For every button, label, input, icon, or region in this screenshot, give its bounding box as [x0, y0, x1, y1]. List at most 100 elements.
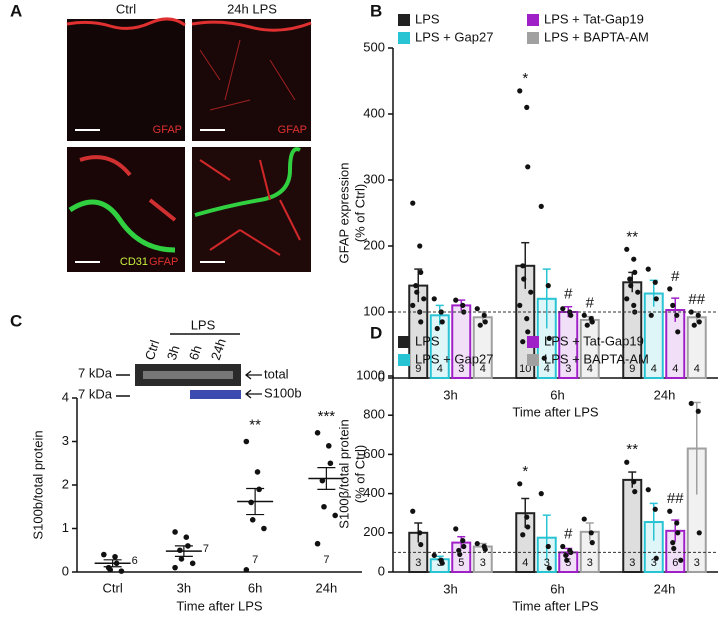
data-point [417, 243, 423, 249]
data-point [632, 489, 638, 495]
n-label: 4 [672, 363, 678, 375]
column-label: 24h LPS [227, 1, 277, 16]
n-label: 3 [587, 557, 593, 569]
legend-label: LPS + BAPTA-AM [544, 351, 649, 366]
data-point [521, 276, 527, 282]
data-point [695, 312, 701, 318]
data-point [517, 481, 523, 487]
data-point [460, 302, 466, 308]
data-point [563, 552, 569, 558]
legend-label: LPS + Tat-Gap19 [544, 11, 644, 26]
x-tick-label: 3h [443, 387, 457, 402]
data-point [581, 516, 587, 522]
y-tick-label: 600 [363, 446, 385, 461]
significance-mark: ## [667, 490, 684, 507]
data-point [183, 534, 190, 540]
data-point [517, 302, 523, 308]
column-label: Ctrl [116, 1, 136, 16]
data-point [439, 560, 445, 566]
data-point [624, 246, 630, 252]
data-point [482, 319, 488, 325]
x-axis-label: Time after LPS [512, 404, 599, 419]
data-point [520, 263, 526, 269]
y-axis-label: (% of Ctrl) [352, 184, 367, 243]
significance-mark: *** [318, 408, 336, 425]
data-point [118, 568, 125, 574]
stain-label: GFAP [153, 124, 182, 136]
legend-label: LPS [415, 11, 440, 26]
data-point [688, 309, 694, 315]
arrow [244, 389, 262, 399]
data-point [410, 200, 416, 206]
data-point [653, 296, 659, 302]
data-point [652, 279, 658, 285]
micrographs [66, 17, 312, 272]
data-point [696, 319, 702, 325]
data-point [178, 556, 185, 562]
data-point [670, 302, 676, 308]
lane-label: Ctrl [142, 338, 163, 362]
blot-band [190, 390, 241, 399]
data-point [107, 567, 114, 573]
legend-label: LPS + BAPTA-AM [544, 29, 649, 44]
legend-swatch [527, 32, 539, 44]
significance-mark: * [522, 463, 528, 480]
n-label: 5 [458, 557, 464, 569]
x-axis-label: Time after LPS [512, 598, 599, 613]
data-point [410, 302, 416, 308]
data-point [645, 487, 651, 493]
data-point [177, 547, 183, 554]
data-point [560, 306, 566, 312]
data-point [321, 503, 327, 510]
legend-swatch [527, 14, 539, 26]
data-point [431, 552, 437, 558]
data-point [624, 459, 630, 465]
data-point [482, 546, 488, 553]
data-point [674, 312, 680, 318]
legend-swatch [527, 354, 539, 366]
panel-letter: D [370, 323, 382, 342]
legend-label: LPS + Gap27 [415, 351, 493, 366]
data-point [243, 438, 250, 445]
legend-label: LPS + Gap27 [415, 29, 493, 44]
x-tick-label: 6h [550, 581, 564, 596]
data-point [525, 524, 531, 530]
data-point [474, 306, 480, 312]
data-point [517, 88, 523, 94]
data-point [667, 508, 673, 514]
data-point [524, 316, 530, 322]
n-label: 6 [132, 555, 138, 567]
y-axis-label: S100β/total protein [336, 419, 351, 528]
legend-swatch [398, 32, 410, 44]
data-point [541, 355, 547, 361]
data-point [524, 514, 530, 520]
data-point [314, 540, 321, 547]
n-label: 4 [437, 363, 443, 375]
x-tick-label: 3h [177, 580, 191, 595]
arrow [244, 370, 262, 380]
x-tick-label: 6h [550, 387, 564, 402]
n-label: 7 [323, 554, 329, 566]
significance-mark: # [586, 294, 595, 311]
legend-label: LPS [415, 333, 440, 348]
y-tick-label: 1000 [356, 367, 385, 382]
data-point [631, 479, 637, 485]
data-point [631, 256, 637, 262]
legend-label: LPS + Tat-Gap19 [544, 333, 644, 348]
n-label: 3 [480, 557, 486, 569]
data-point [671, 545, 677, 552]
n-label: 3 [437, 557, 443, 569]
panel-letter: C [10, 311, 22, 330]
legend-swatch [398, 14, 410, 26]
data-point [410, 508, 416, 514]
data-point [688, 400, 694, 407]
significance-mark: * [522, 70, 528, 87]
y-tick-label: 500 [363, 39, 385, 54]
x-tick-label: 3h [443, 581, 457, 596]
data-point [538, 491, 544, 497]
stain-label: CD31 [120, 256, 148, 268]
n-label: 3 [694, 557, 700, 569]
lane-label: 3h [164, 344, 183, 362]
n-label: 3 [544, 557, 550, 569]
data-point [314, 430, 321, 436]
